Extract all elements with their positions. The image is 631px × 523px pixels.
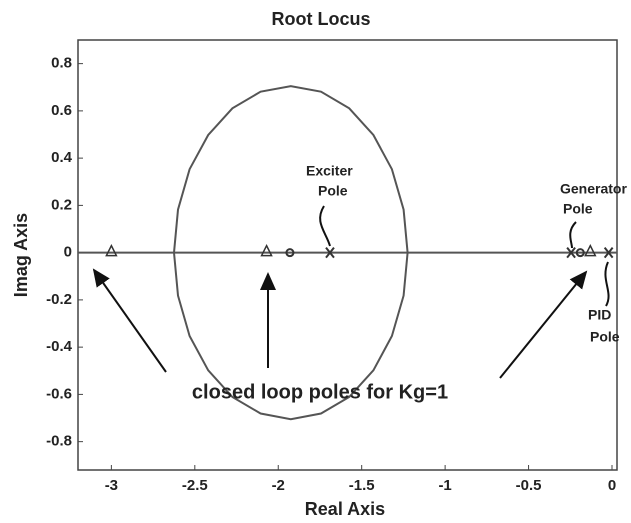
y-tick-label: 0: [64, 244, 72, 261]
pole-marker: [325, 247, 335, 259]
y-tick-label: 0.2: [51, 196, 72, 213]
x-axis-label: Real Axis: [305, 499, 385, 519]
x-tick-label: -0.5: [516, 477, 542, 494]
y-tick-label: 0.4: [51, 149, 73, 166]
closed-loop-pole-marker: [105, 243, 118, 257]
y-tick-label: 0.8: [51, 55, 72, 72]
plot-frame: [77, 39, 618, 471]
annotation: Pole: [590, 329, 620, 345]
chart-title: Root Locus: [272, 9, 371, 29]
y-axis-label: Imag Axis: [11, 213, 31, 297]
annotation: Generator: [560, 181, 627, 197]
generator-connector: [569, 221, 577, 249]
annotation: closed loop poles for Kg=1: [192, 381, 448, 403]
y-tick-label: -0.2: [46, 291, 72, 308]
annotation: Exciter: [306, 163, 353, 179]
closed-loop-pole-marker: [260, 243, 273, 257]
connectors: [92, 205, 610, 379]
x-tick-label: -1: [438, 477, 451, 494]
annotation: Pole: [563, 201, 593, 217]
y-tick-label: -0.8: [46, 433, 72, 450]
y-tick-label: -0.6: [46, 385, 72, 402]
pole-marker: [566, 247, 576, 259]
zero-marker: [575, 248, 585, 258]
x-tick-label: 0: [608, 477, 616, 494]
pole-marker: [603, 247, 614, 259]
closed-loop-pole-marker: [584, 243, 597, 257]
y-tick-label: -0.4: [46, 338, 73, 355]
annotation: PID: [588, 307, 611, 323]
pid-connector: [604, 261, 610, 307]
x-tick-label: -3: [105, 477, 118, 494]
annotation: Pole: [318, 183, 348, 199]
x-tick-label: -1.5: [349, 477, 375, 494]
x-tick-label: -2.5: [182, 477, 208, 494]
x-tick-label: -2: [272, 477, 285, 494]
arrow: [92, 268, 167, 373]
exciter-connector: [319, 205, 331, 247]
arrow: [499, 270, 588, 379]
zero-marker: [285, 248, 295, 258]
y-tick-label: 0.6: [51, 102, 72, 119]
